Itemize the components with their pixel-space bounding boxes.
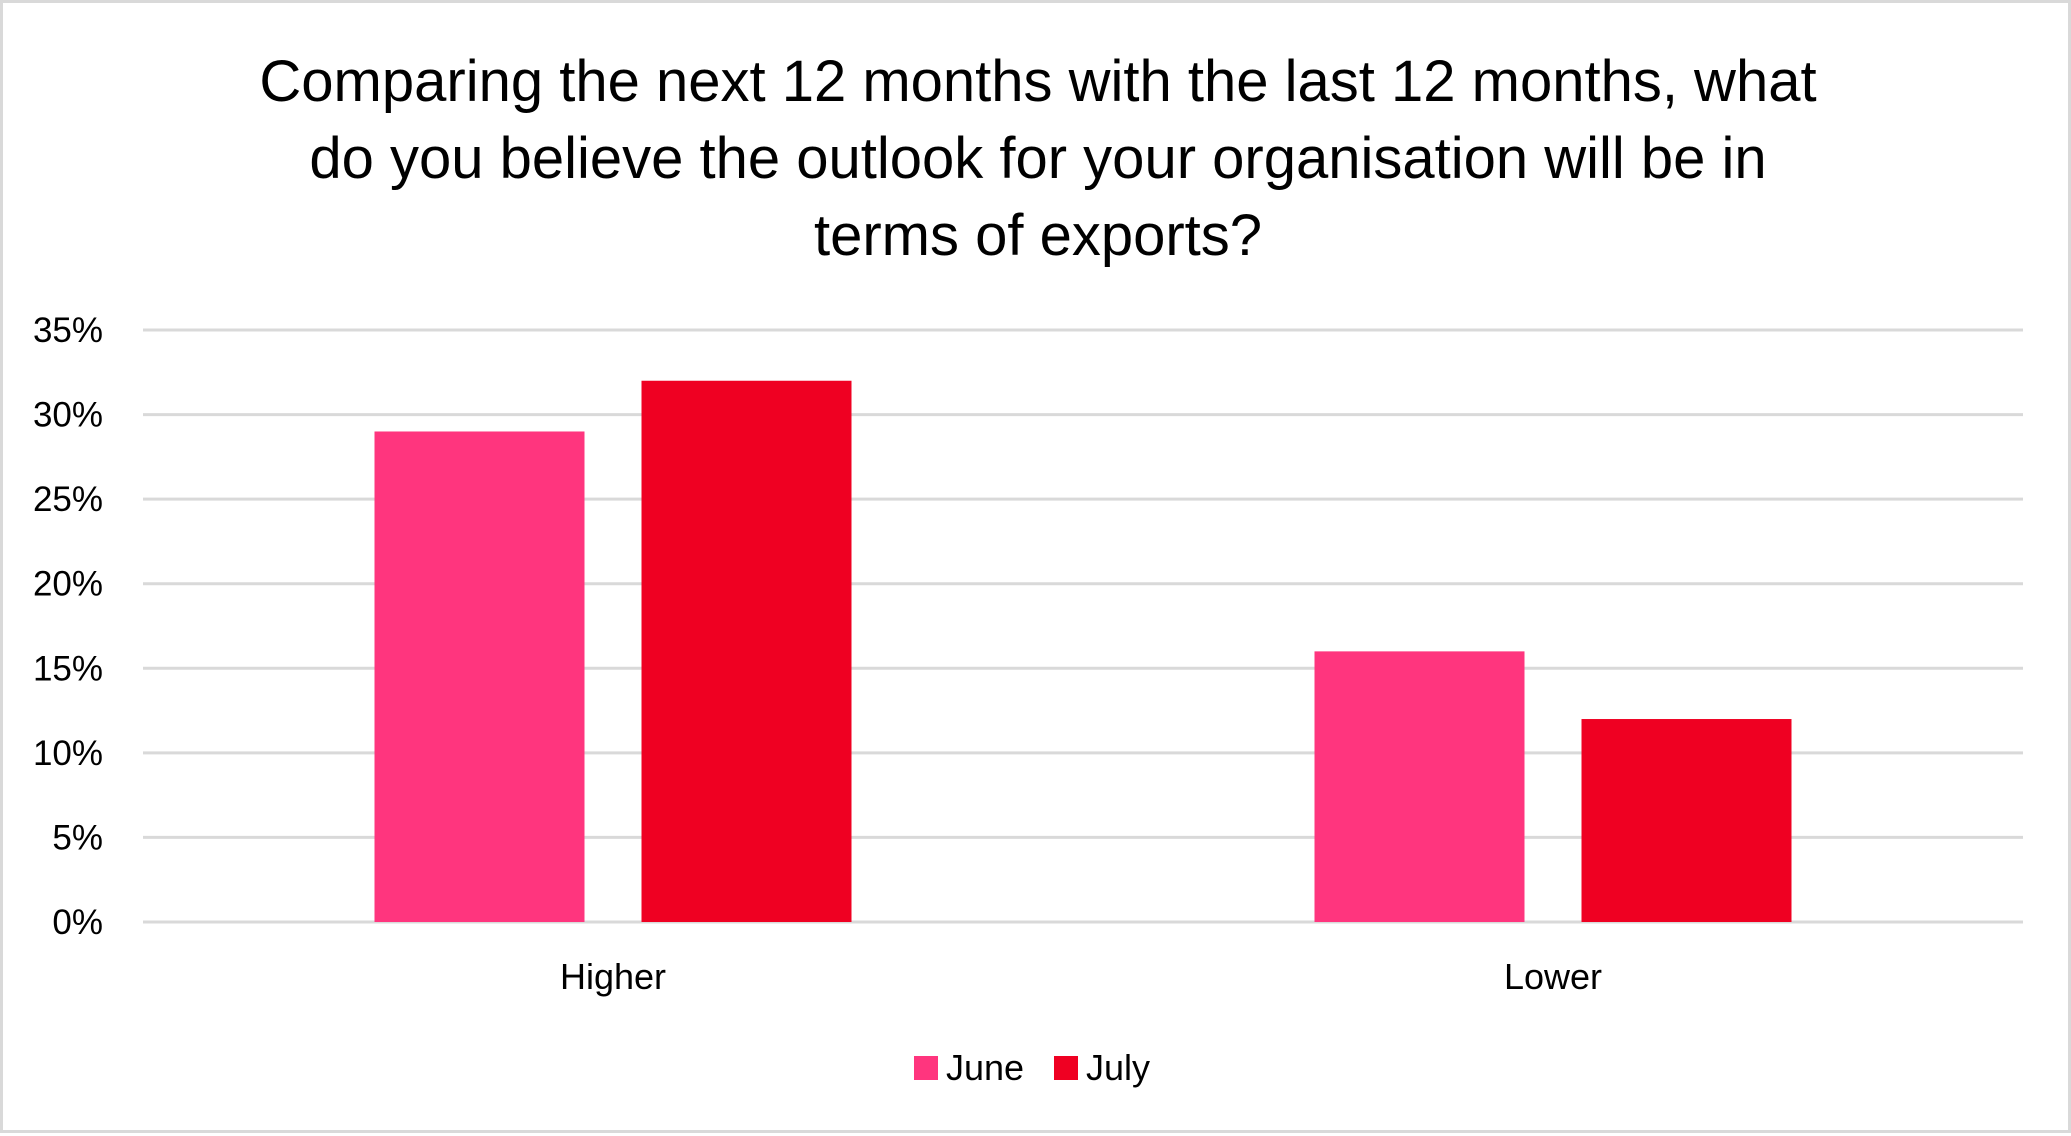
legend-swatch-june (914, 1056, 938, 1080)
y-tick-label: 5% (52, 818, 103, 857)
bar-chart: Comparing the next 12 months with the la… (33, 49, 2023, 1088)
bars (374, 380, 1792, 922)
x-category-label: Lower (1504, 956, 1602, 997)
y-tick-label: 10% (33, 734, 103, 773)
y-tick-label: 0% (52, 903, 103, 942)
legend: June July (914, 1047, 1150, 1088)
y-tick-label: 15% (33, 649, 103, 688)
bar-july-higher (641, 380, 852, 922)
legend-label-july: July (1086, 1047, 1150, 1088)
legend-swatch-july (1054, 1056, 1078, 1080)
bar-july-lower (1581, 719, 1792, 922)
x-category-label: Higher (560, 956, 666, 997)
y-tick-label: 35% (33, 311, 103, 350)
legend-label-june: June (946, 1047, 1024, 1088)
x-axis-category-labels: Higher Lower (560, 956, 1602, 997)
y-tick-label: 25% (33, 480, 103, 519)
bar-june-higher (374, 431, 585, 922)
y-tick-label: 30% (33, 396, 103, 435)
y-tick-label: 20% (33, 565, 103, 604)
chart-title-line: terms of exports? (814, 203, 1262, 268)
bar-june-lower (1314, 651, 1525, 922)
chart-title: Comparing the next 12 months with the la… (259, 49, 1816, 268)
chart-title-line: Comparing the next 12 months with the la… (259, 49, 1816, 114)
chart-title-line: do you believe the outlook for your orga… (309, 126, 1766, 191)
y-axis-tick-labels: 0% 5% 10% 15% 20% 25% 30% 35% (33, 311, 103, 942)
